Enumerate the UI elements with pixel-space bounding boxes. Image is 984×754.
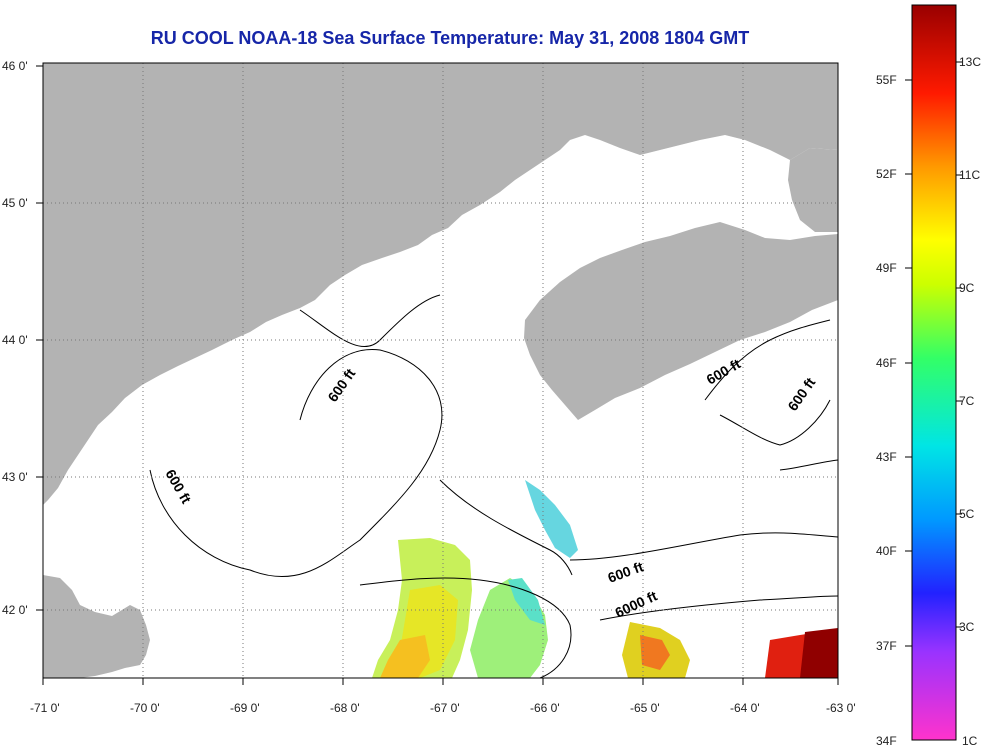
- cb-f-label: 34F: [876, 734, 897, 748]
- cb-f-label: 43F: [876, 450, 897, 464]
- cb-f-label: 55F: [876, 73, 897, 87]
- cb-f-label: 52F: [876, 167, 897, 181]
- colorbar: [911, 4, 957, 741]
- land-maine-newbrunswick: [43, 63, 838, 505]
- cb-c-label: 5C: [959, 507, 975, 521]
- colorbar-f-labels: 55F 52F 49F 46F 43F 40F 37F 34F: [876, 73, 897, 748]
- cb-c-label: 7C: [959, 394, 975, 408]
- lon-label-1: -70 0': [130, 701, 160, 715]
- cb-f-label: 40F: [876, 544, 897, 558]
- map-title: RU COOL NOAA-18 Sea Surface Temperature:…: [150, 28, 750, 48]
- tick-marks: [36, 65, 839, 685]
- land-massachusetts: [43, 575, 150, 678]
- plot-frame: [42, 62, 839, 679]
- lat-label-1: 45 0': [2, 196, 28, 210]
- colorbar-ticks: [905, 61, 962, 647]
- cb-c-label: 11C: [959, 168, 980, 182]
- graticule: [43, 63, 838, 678]
- lat-label-2: 44 0': [2, 333, 28, 347]
- lon-label-5: -66 0': [530, 701, 560, 715]
- sst-data: [372, 480, 838, 678]
- cb-c-label: 9C: [959, 281, 975, 295]
- depth-contours: [149, 294, 838, 678]
- lon-label-6: -65 0': [630, 701, 660, 715]
- lon-label-8: -63 0': [826, 701, 856, 715]
- lon-label-0: -71 0': [30, 701, 60, 715]
- cb-f-label: 37F: [876, 639, 897, 653]
- cb-f-label: 46F: [876, 356, 897, 370]
- land-cape-breton: [788, 148, 838, 232]
- cb-c-label: 1C: [962, 734, 978, 748]
- cb-f-label: 49F: [876, 261, 897, 275]
- lat-label-0: 46 0': [2, 59, 28, 73]
- lon-label-2: -69 0': [230, 701, 260, 715]
- lon-label-4: -67 0': [430, 701, 460, 715]
- cb-c-label: 13C: [959, 55, 981, 69]
- lat-label-3: 43 0': [2, 470, 28, 484]
- cb-c-label: 3C: [959, 620, 975, 634]
- lon-label-3: -68 0': [330, 701, 360, 715]
- lon-label-7: -64 0': [730, 701, 760, 715]
- lat-label-4: 42 0': [2, 603, 28, 617]
- colorbar-c-labels: 13C 11C 9C 7C 5C 3C 1C: [959, 55, 981, 748]
- land-nova-scotia: [524, 222, 838, 420]
